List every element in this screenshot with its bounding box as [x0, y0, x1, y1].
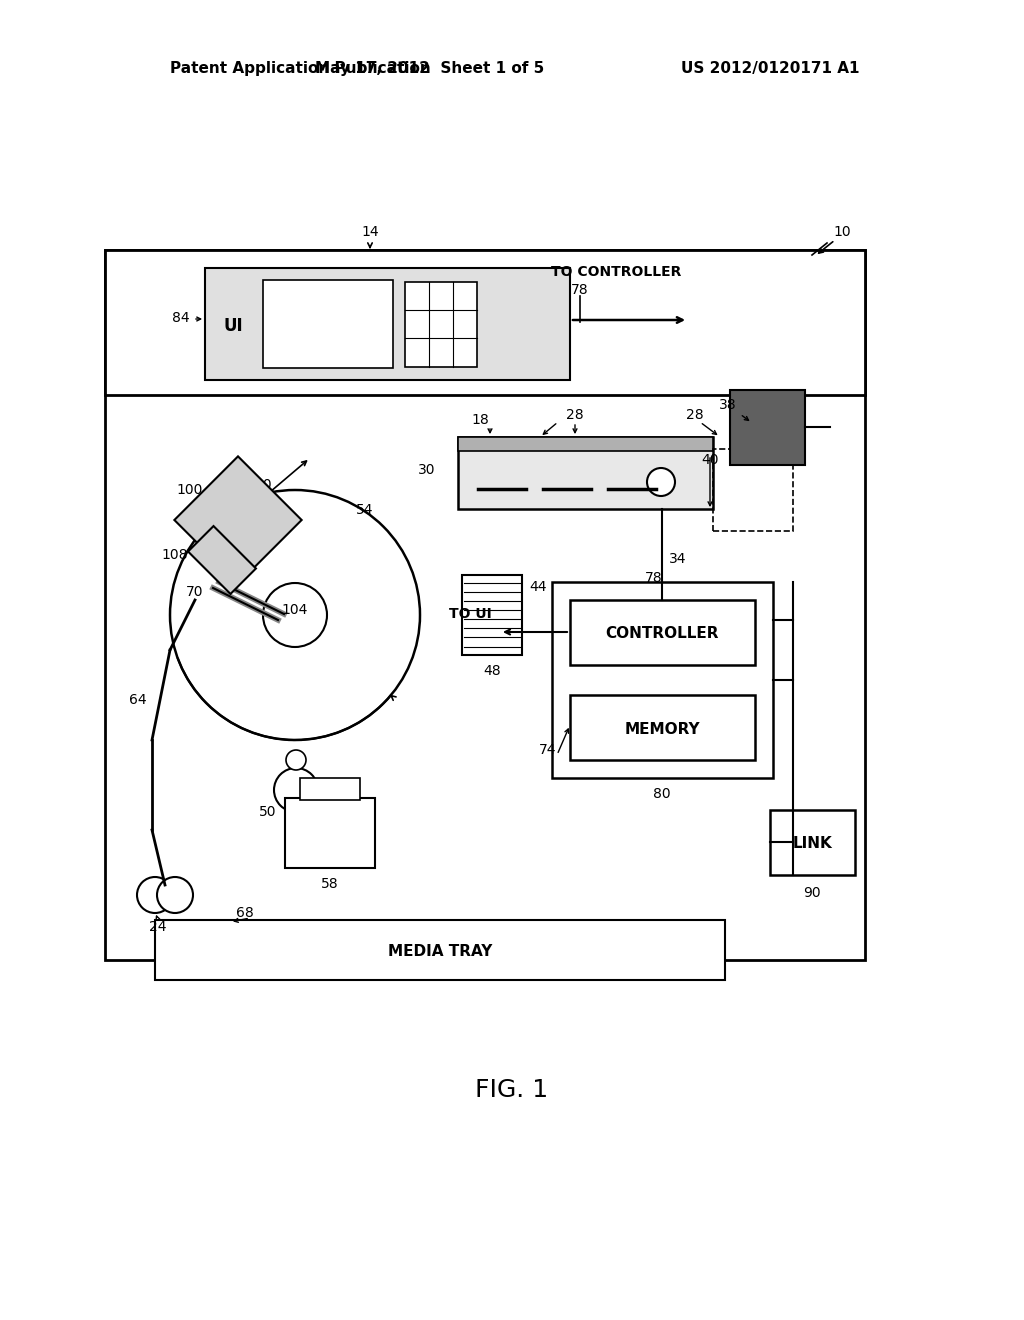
Text: CONTROLLER: CONTROLLER [605, 627, 719, 642]
Circle shape [170, 490, 420, 741]
Text: FIG. 1: FIG. 1 [475, 1078, 549, 1102]
Text: May 17, 2012  Sheet 1 of 5: May 17, 2012 Sheet 1 of 5 [315, 61, 545, 75]
Text: 90: 90 [803, 886, 821, 900]
Text: 18: 18 [471, 413, 488, 426]
Text: 108: 108 [162, 548, 188, 562]
Circle shape [274, 768, 318, 812]
Text: TO UI: TO UI [449, 607, 492, 620]
Bar [300, 777, 360, 800]
Text: 104: 104 [282, 603, 308, 616]
Bar [570, 601, 755, 665]
Text: 78: 78 [571, 282, 589, 297]
Text: 14: 14 [361, 224, 379, 239]
Circle shape [137, 876, 173, 913]
Text: LINK: LINK [793, 837, 831, 851]
Bar [263, 280, 393, 368]
Text: 64: 64 [129, 693, 146, 708]
Bar [205, 268, 570, 380]
Text: 34: 34 [670, 552, 687, 566]
Text: MEMORY: MEMORY [625, 722, 699, 737]
Polygon shape [174, 457, 302, 583]
Bar [105, 249, 865, 960]
Text: 28: 28 [686, 408, 703, 422]
Bar [285, 799, 375, 869]
Polygon shape [188, 527, 256, 594]
Text: 30: 30 [418, 463, 436, 477]
Bar [458, 437, 713, 510]
Circle shape [263, 583, 327, 647]
Bar [552, 582, 773, 777]
Circle shape [157, 876, 193, 913]
Text: 28: 28 [566, 408, 584, 422]
Text: 60: 60 [254, 478, 271, 492]
Bar [570, 696, 755, 760]
Text: 44: 44 [529, 579, 547, 594]
Bar [713, 449, 793, 531]
Text: 70: 70 [186, 585, 204, 599]
Bar [406, 282, 477, 367]
Text: 80: 80 [653, 787, 671, 801]
Text: MEDIA TRAY: MEDIA TRAY [388, 945, 493, 960]
Bar [462, 576, 522, 655]
Text: 74: 74 [540, 743, 557, 756]
Bar [730, 389, 805, 465]
Text: 40: 40 [701, 453, 719, 467]
Text: 54: 54 [356, 503, 374, 517]
Text: 50: 50 [259, 805, 276, 818]
Bar [105, 249, 865, 395]
Text: TO CONTROLLER: TO CONTROLLER [551, 265, 681, 279]
Text: UI: UI [223, 317, 243, 335]
Text: Patent Application Publication: Patent Application Publication [170, 61, 431, 75]
Text: 58: 58 [322, 876, 339, 891]
Text: 38: 38 [719, 399, 737, 412]
Text: 10: 10 [834, 224, 851, 239]
Text: 24: 24 [150, 920, 167, 935]
Bar [155, 920, 725, 979]
Circle shape [286, 750, 306, 770]
Text: 48: 48 [483, 664, 501, 678]
Text: US 2012/0120171 A1: US 2012/0120171 A1 [681, 61, 859, 75]
Text: 68: 68 [237, 906, 254, 920]
Text: 78: 78 [645, 572, 663, 585]
Text: 84: 84 [172, 312, 189, 325]
Circle shape [647, 469, 675, 496]
Bar [458, 437, 713, 451]
Text: 100: 100 [177, 483, 203, 498]
Bar [770, 810, 855, 875]
